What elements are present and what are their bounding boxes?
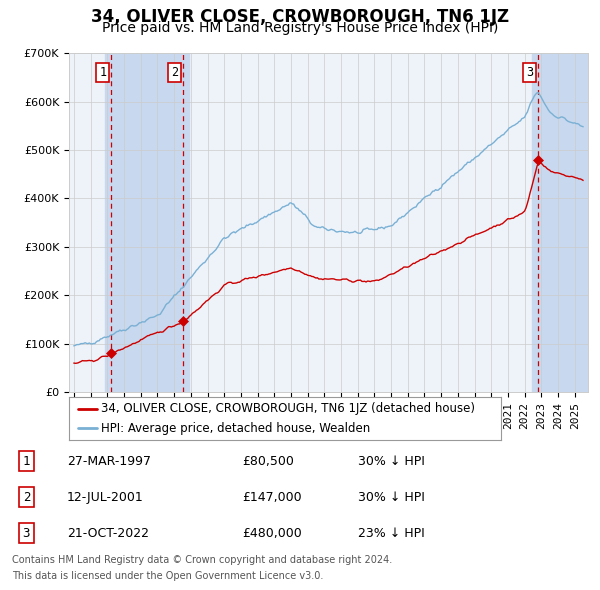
Text: HPI: Average price, detached house, Wealden: HPI: Average price, detached house, Weal… bbox=[101, 422, 371, 435]
Text: 12-JUL-2001: 12-JUL-2001 bbox=[67, 490, 143, 504]
Text: 1: 1 bbox=[100, 66, 106, 79]
Text: 34, OLIVER CLOSE, CROWBOROUGH, TN6 1JZ: 34, OLIVER CLOSE, CROWBOROUGH, TN6 1JZ bbox=[91, 8, 509, 26]
Text: 23% ↓ HPI: 23% ↓ HPI bbox=[358, 527, 424, 540]
Text: 2: 2 bbox=[23, 490, 30, 504]
Text: £480,000: £480,000 bbox=[242, 527, 302, 540]
Text: 30% ↓ HPI: 30% ↓ HPI bbox=[358, 454, 424, 467]
Text: 27-MAR-1997: 27-MAR-1997 bbox=[67, 454, 151, 467]
Bar bbox=[106, 53, 189, 392]
Text: 3: 3 bbox=[23, 527, 30, 540]
Text: 1: 1 bbox=[23, 454, 30, 467]
Text: This data is licensed under the Open Government Licence v3.0.: This data is licensed under the Open Gov… bbox=[12, 571, 323, 581]
Text: Price paid vs. HM Land Registry's House Price Index (HPI): Price paid vs. HM Land Registry's House … bbox=[102, 21, 498, 35]
Text: Contains HM Land Registry data © Crown copyright and database right 2024.: Contains HM Land Registry data © Crown c… bbox=[12, 555, 392, 565]
Text: 30% ↓ HPI: 30% ↓ HPI bbox=[358, 490, 424, 504]
Text: 21-OCT-2022: 21-OCT-2022 bbox=[67, 527, 149, 540]
Bar bbox=[532, 53, 588, 392]
Text: 2: 2 bbox=[171, 66, 178, 79]
Text: 3: 3 bbox=[526, 66, 533, 79]
Text: 34, OLIVER CLOSE, CROWBOROUGH, TN6 1JZ (detached house): 34, OLIVER CLOSE, CROWBOROUGH, TN6 1JZ (… bbox=[101, 402, 475, 415]
Text: £147,000: £147,000 bbox=[242, 490, 302, 504]
Text: £80,500: £80,500 bbox=[242, 454, 294, 467]
